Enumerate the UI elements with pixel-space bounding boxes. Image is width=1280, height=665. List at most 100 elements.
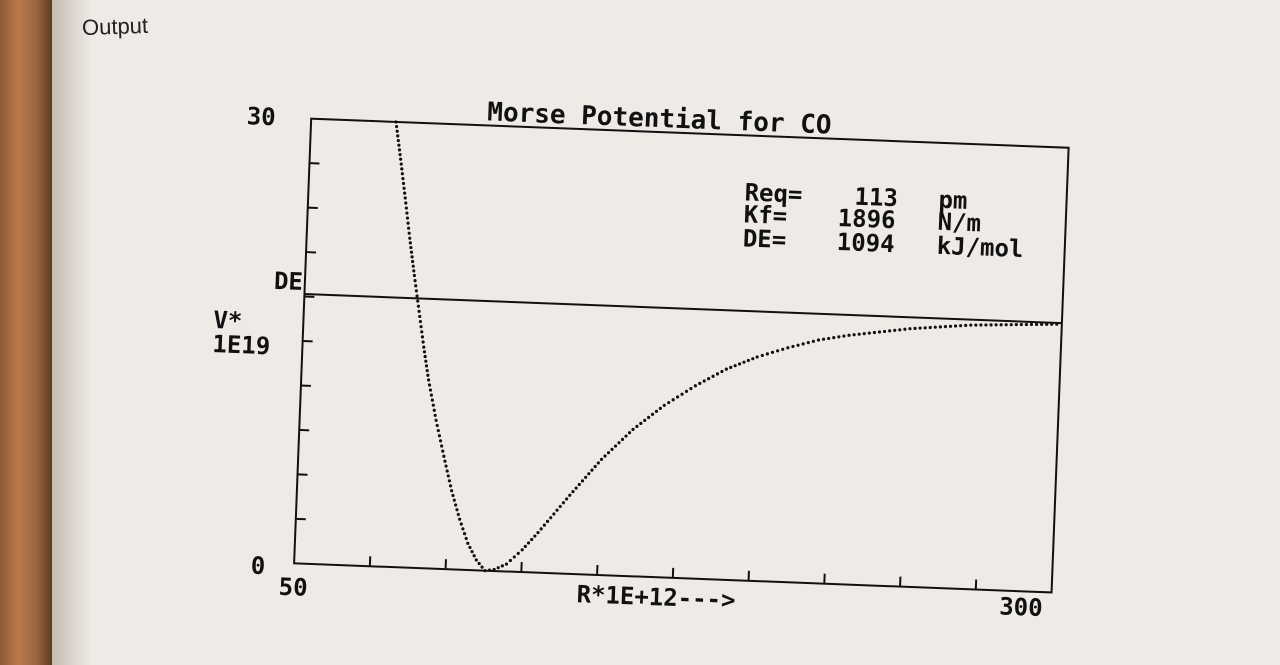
series-point [441,449,445,453]
series-point [796,343,800,347]
series-point [422,345,426,349]
series-point [671,398,675,402]
series-point [421,340,425,344]
series-point [492,567,496,572]
series-point [689,386,693,391]
series-point [760,353,764,358]
series-point [923,326,927,330]
series-point [620,437,625,441]
series-point [440,444,444,448]
series-point [913,326,917,331]
series-point [676,395,680,399]
series-point [877,330,882,334]
series-point [994,323,998,327]
series-point [530,537,534,542]
series-point [404,206,408,210]
series-point [504,562,509,566]
series-point [526,541,531,545]
series-point [776,349,780,353]
series-point [715,372,720,376]
series-point [568,493,572,497]
series-point [1055,322,1059,326]
series-point [999,323,1003,327]
series-point [603,454,607,458]
series-point [552,512,556,516]
series-point [867,331,871,335]
series-point [613,444,618,448]
y-tick-label-bottom: 0 [250,552,266,581]
series-point [435,423,439,428]
series-point [446,474,450,478]
series-point [791,344,795,349]
series-point [402,186,406,190]
x-axis-label: R*1E+12---> [576,580,736,614]
series-point [542,523,546,527]
series-point [450,489,454,493]
series-point [405,211,409,215]
series-point [832,336,836,340]
param-unit: N/m [937,208,981,238]
series-point [561,501,566,505]
series-point [516,551,520,555]
series-point [432,408,436,412]
series-point [806,341,810,345]
series-point [401,181,406,186]
series-point [558,504,562,509]
series-point [639,421,643,425]
series-point [984,323,988,327]
series-point [571,490,575,494]
series-point [680,392,684,396]
series-point [418,319,423,324]
series-point [468,545,472,550]
series-point [400,167,404,171]
series-point [938,325,942,329]
series-point [416,299,420,303]
series-point [658,406,662,410]
series-point [444,464,448,468]
series-point [580,479,585,483]
param-name: Kf= [743,200,787,230]
series-point [702,379,706,383]
param-name: Req= [744,178,803,208]
series-point [429,393,434,397]
series-point [842,334,846,338]
series-point [427,383,432,387]
series-point [398,152,402,157]
series-point [533,534,537,538]
series-point [862,332,866,336]
series-point [737,362,742,366]
de-line [304,293,1062,325]
y-axis-label-line-2: 1E19 [212,330,271,360]
series-point [847,333,851,337]
series-point [746,358,750,363]
series-point [447,479,452,483]
series-point [412,269,416,273]
series-point [410,255,414,259]
param-unit: kJ/mol [936,232,1024,263]
series-point [396,138,400,143]
series-point [425,368,429,373]
series-point [882,329,887,334]
series-point [654,409,659,413]
series-point [452,498,456,502]
series-point [933,325,937,329]
series-point [437,434,442,438]
series-point [816,338,821,342]
series-point [464,536,468,541]
series-point [733,364,737,368]
param-value: 1094 [836,228,895,258]
series-point [401,176,405,181]
series-point [827,336,831,341]
series-point [852,333,856,337]
series-point [395,129,399,133]
series-points [394,120,1059,573]
series-point [574,486,578,490]
series-point [418,314,422,319]
series-point [627,431,632,435]
series-point [411,264,415,268]
series-point [474,558,478,562]
series-point [555,508,559,512]
series-point [399,162,403,166]
series-point [667,400,671,405]
series-point [423,354,427,359]
